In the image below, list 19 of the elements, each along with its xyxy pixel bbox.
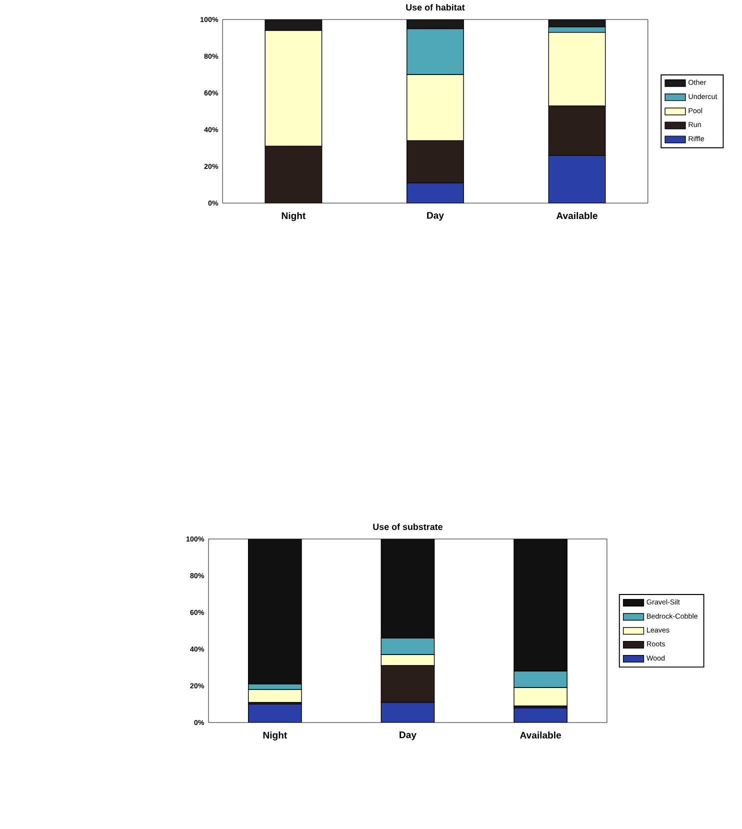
bar xyxy=(514,707,568,723)
x-tick-label: Available xyxy=(520,732,561,739)
bar xyxy=(264,20,322,31)
bar xyxy=(406,140,464,184)
bar xyxy=(406,20,464,30)
x-tick-label: Available xyxy=(556,212,598,220)
x-tick-label: Night xyxy=(282,212,306,222)
chart-title: Use of substrate xyxy=(373,523,442,530)
bar xyxy=(548,105,606,156)
x-tick-label: Day xyxy=(426,212,444,221)
bar xyxy=(248,538,302,684)
bar xyxy=(514,538,568,672)
x-tick-label: Night xyxy=(263,732,287,740)
bar xyxy=(248,704,302,723)
bar xyxy=(380,538,435,638)
chart-title: Use of habitat xyxy=(406,4,465,11)
x-tick-label: Day xyxy=(399,732,416,740)
bar xyxy=(264,146,322,204)
bar xyxy=(380,702,435,723)
